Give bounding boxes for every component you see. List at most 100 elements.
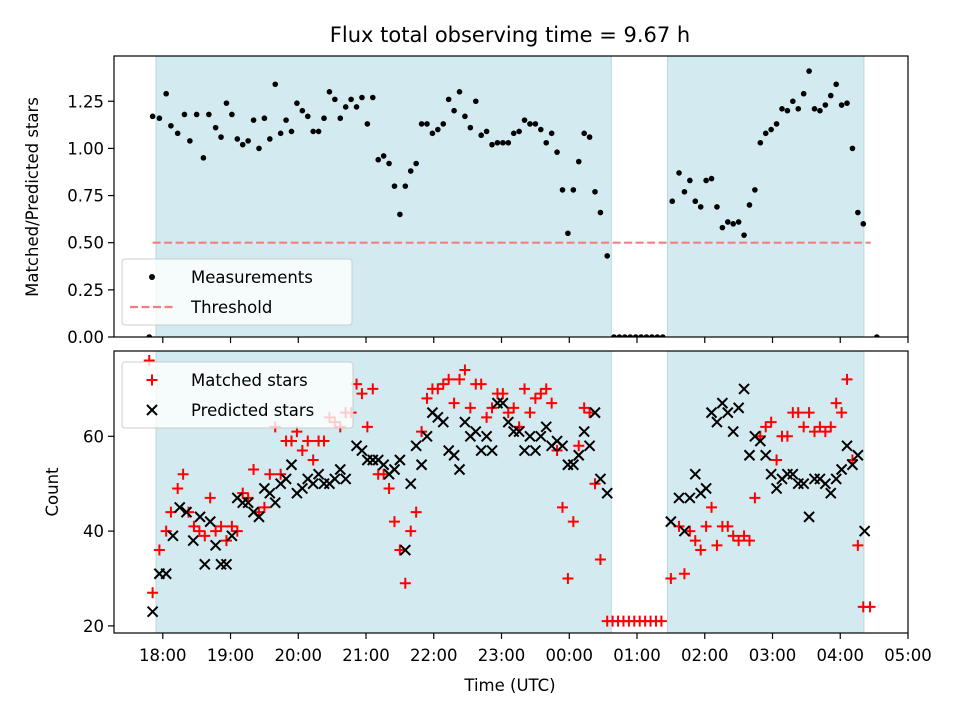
x-marker-21 (264, 487, 276, 499)
plus-marker-31 (307, 454, 319, 466)
measurement-point-53 (435, 126, 441, 133)
x-marker-94 (727, 425, 739, 438)
measurement-point-73 (543, 139, 550, 146)
measurement-point-106 (730, 221, 737, 227)
plus-marker-111 (749, 492, 761, 504)
measurement-point-48 (407, 168, 414, 174)
x-marker-111 (819, 477, 832, 490)
plus-marker-119 (792, 407, 804, 419)
plus-marker-42 (367, 383, 379, 395)
plus-marker-102 (700, 520, 712, 532)
x-marker-8 (194, 511, 206, 523)
measurement-point-51 (424, 121, 430, 127)
plus-marker-122 (809, 426, 821, 438)
top-ytick-label: 0.00 (67, 328, 104, 347)
plus-marker-68 (508, 402, 520, 414)
measurement-point-16 (234, 136, 241, 142)
measurement-point-28 (299, 107, 306, 114)
x-marker-78 (578, 425, 590, 438)
x-marker-52 (437, 416, 449, 428)
measurement-point-59 (467, 124, 474, 131)
plus-marker-103 (706, 501, 718, 513)
bottom-shaded-interval-2 (667, 350, 865, 634)
bottom-legend-marker-2 (146, 404, 158, 416)
plus-marker-84 (594, 554, 606, 566)
measurement-point-105 (724, 219, 731, 225)
x-marker-47 (410, 440, 422, 452)
plus-marker-77 (556, 501, 568, 513)
plus-marker-76 (551, 445, 563, 457)
plus-marker-107 (727, 530, 739, 542)
plus-marker-60 (464, 402, 476, 414)
measurement-point-37 (348, 96, 354, 103)
x-marker-66 (513, 425, 525, 438)
measurement-point-98 (687, 177, 693, 184)
measurement-point-45 (391, 183, 398, 189)
plus-marker-123 (814, 421, 826, 433)
plus-marker-56 (443, 373, 455, 385)
measurement-point-97 (681, 188, 688, 195)
x-marker-10 (204, 515, 216, 528)
plus-marker-98 (678, 568, 690, 580)
measurement-point-71 (532, 121, 539, 127)
bottom-legend-marker-1 (146, 374, 158, 386)
plus-marker-2 (147, 587, 159, 599)
measurement-point-49 (413, 160, 419, 167)
measurement-point-127 (844, 100, 850, 106)
plus-marker-78 (562, 572, 574, 584)
x-marker-115 (841, 440, 853, 452)
measurement-point-102 (708, 175, 715, 182)
xtick-label: 03:00 (749, 646, 797, 665)
x-marker-112 (825, 487, 837, 499)
measurement-point-83 (597, 209, 604, 216)
x-marker-17 (242, 496, 254, 509)
measurement-point-17 (239, 141, 246, 148)
plus-marker-79 (567, 516, 579, 528)
measurement-point-64 (494, 139, 501, 146)
plus-marker-10 (193, 525, 205, 537)
x-marker-77 (573, 449, 585, 461)
plus-marker-13 (210, 525, 222, 537)
x-marker-19 (253, 511, 265, 523)
measurement-point-63 (489, 141, 495, 148)
x-marker-87 (689, 468, 701, 480)
x-marker-86 (684, 492, 696, 504)
measurement-point-80 (581, 130, 587, 137)
top-legend-marker-1 (149, 274, 155, 280)
x-marker-34 (334, 463, 346, 476)
measurement-point-46 (397, 211, 403, 218)
measurement-point-107 (735, 219, 742, 225)
xtick-label: 19:00 (207, 646, 255, 665)
top-panel-frame (113, 55, 909, 338)
measurement-point-35 (337, 115, 344, 122)
measurement-point-125 (833, 81, 839, 88)
x-marker-101 (765, 468, 777, 480)
chart-title: Flux total observing time = 9.67 h (330, 23, 690, 47)
measurement-point-15 (229, 111, 235, 118)
xtick-label: 23:00 (478, 646, 526, 665)
measurement-point-43 (380, 153, 387, 159)
plus-marker-121 (803, 407, 815, 419)
measurement-point-30 (310, 128, 316, 135)
x-marker-33 (329, 473, 341, 485)
measurement-point-94 (659, 334, 666, 337)
measurement-point-124 (827, 92, 834, 99)
x-marker-59 (475, 444, 487, 457)
measurement-point-93 (654, 334, 661, 337)
measurement-point-121 (811, 106, 818, 112)
x-marker-25 (285, 459, 298, 471)
xtick-label: 21:00 (342, 646, 390, 665)
x-marker-102 (770, 482, 783, 495)
plus-marker-74 (540, 383, 552, 395)
plus-marker-12 (204, 492, 216, 504)
x-marker-24 (280, 473, 292, 485)
measurement-point-31 (315, 128, 322, 135)
top-ytick-label: 0.75 (67, 187, 104, 206)
measurement-point-82 (592, 188, 598, 195)
measurement-point-110 (752, 187, 758, 193)
plus-marker-70 (519, 383, 531, 395)
plus-marker-46 (388, 516, 400, 528)
xtick-label: 18:00 (139, 646, 187, 665)
x-marker-3 (160, 568, 172, 580)
plus-marker-18 (237, 487, 249, 499)
